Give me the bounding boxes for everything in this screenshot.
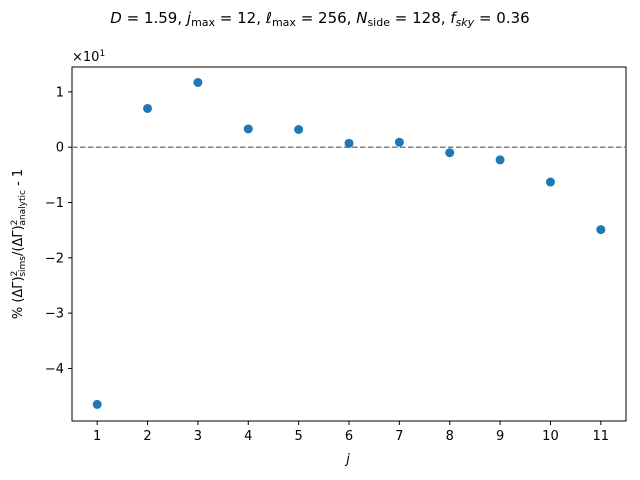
x-tick-label: 8: [446, 429, 454, 444]
x-tick-label: 7: [395, 429, 403, 444]
data-point: [143, 103, 153, 113]
data-point: [92, 399, 102, 409]
x-tick-label: 2: [143, 429, 151, 444]
y-tick-label: −1: [45, 196, 64, 211]
data-point: [394, 137, 404, 147]
x-tick-label: 6: [345, 429, 353, 444]
x-tick-label: 1: [93, 429, 101, 444]
y-tick-label: 1: [56, 85, 64, 100]
y-tick-label: −2: [45, 251, 64, 266]
data-point: [193, 77, 203, 87]
x-tick-label: 4: [244, 429, 252, 444]
data-point: [596, 225, 606, 235]
data-point: [445, 148, 455, 158]
x-tick-label: 10: [542, 429, 559, 444]
y-tick-label: −4: [45, 362, 64, 377]
x-tick-label: 11: [593, 429, 610, 444]
data-point: [294, 125, 304, 135]
y-axis-label: % (ΔΓ)2sims/(ΔΓ)2analytic - 1: [10, 169, 28, 319]
plot-frame: [71, 66, 627, 422]
data-point: [545, 177, 555, 187]
x-axis-label: j: [344, 452, 350, 467]
y-axis-multiplier: ×101: [72, 49, 105, 65]
data-point: [344, 138, 354, 148]
data-point: [243, 124, 253, 134]
x-tick-label: 5: [294, 429, 302, 444]
data-point: [495, 155, 505, 165]
chart-title: D = 1.59, jmax = 12, ℓmax = 256, Nside =…: [110, 9, 529, 29]
y-tick-label: 0: [56, 141, 64, 156]
x-tick-label: 3: [194, 429, 202, 444]
y-tick-label: −3: [45, 307, 64, 322]
x-tick-label: 9: [496, 429, 504, 444]
